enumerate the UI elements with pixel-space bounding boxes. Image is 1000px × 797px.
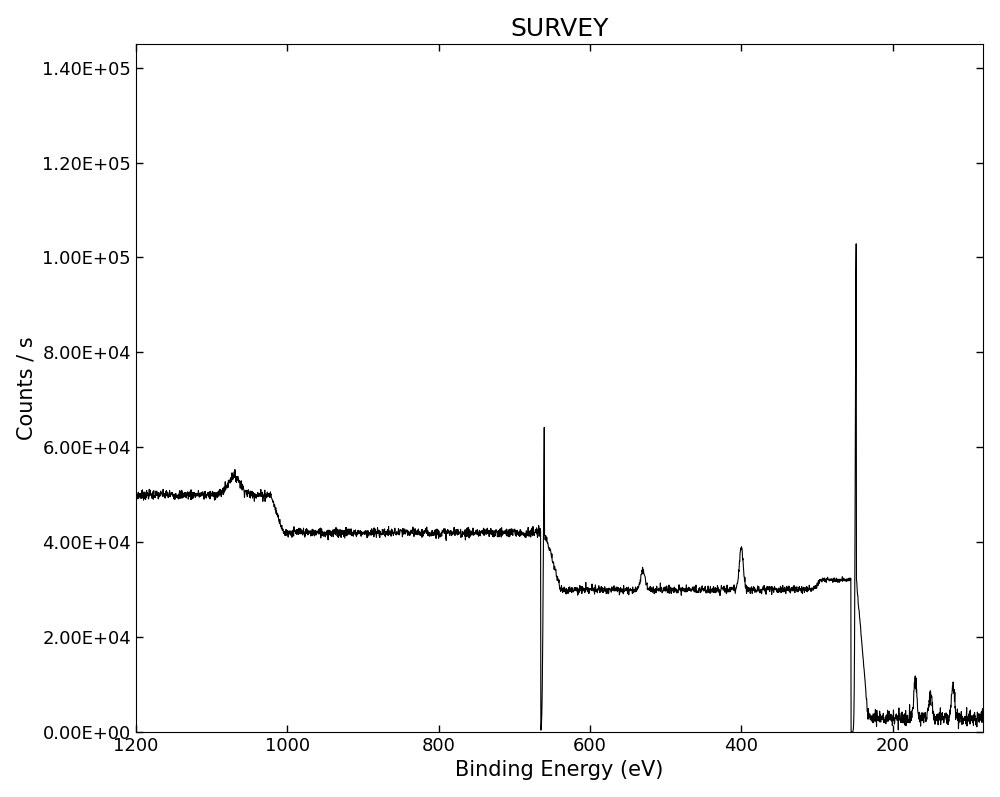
Title: SURVEY: SURVEY xyxy=(510,17,609,41)
X-axis label: Binding Energy (eV): Binding Energy (eV) xyxy=(455,760,664,780)
Y-axis label: Counts / s: Counts / s xyxy=(17,336,37,440)
